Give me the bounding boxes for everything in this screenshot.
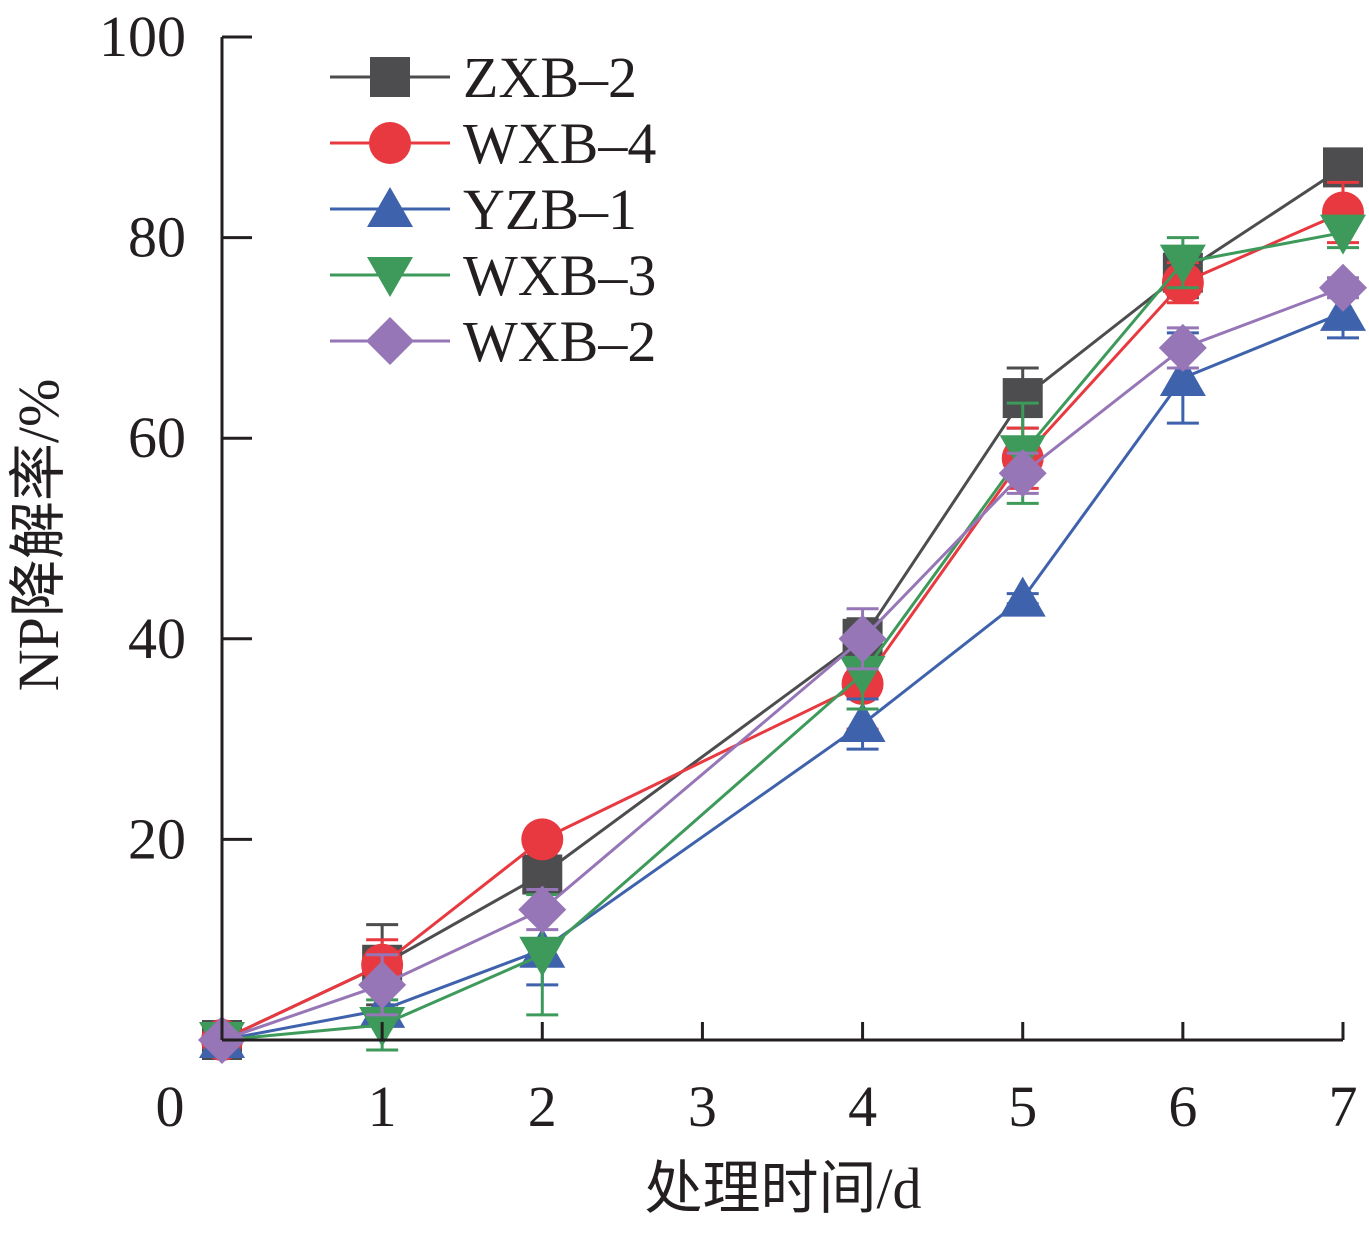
- legend-item: WXB–3: [330, 243, 656, 308]
- legend-item: WXB–2: [330, 309, 656, 374]
- x-tick-label: 7: [1329, 1074, 1358, 1139]
- x-tick-label: 2: [528, 1074, 557, 1139]
- legend-marker: [369, 122, 411, 164]
- legend-label: YZB–1: [463, 177, 637, 242]
- axes-layer: 20 40 60 80 100 0 1 2 3 4 5 6 7: [99, 4, 1358, 1139]
- x-tick-label: 5: [1008, 1074, 1037, 1139]
- y-tick-label: 100: [99, 4, 186, 69]
- data-point: [358, 960, 407, 1009]
- legend-item: YZB–1: [330, 177, 637, 242]
- x-tick-label: 0: [156, 1074, 185, 1139]
- data-point: [1319, 263, 1367, 312]
- y-axis-title: NP降解率/%: [6, 379, 71, 692]
- data-point: [1323, 147, 1363, 188]
- legend-label: ZXB–2: [463, 45, 637, 110]
- y-tick-label: 40: [128, 606, 186, 671]
- data-point: [1320, 214, 1366, 255]
- x-axis-title: 处理时间/d: [644, 1156, 921, 1221]
- series-layer: [198, 147, 1367, 1064]
- y-tick-label: 60: [128, 405, 186, 470]
- data-point: [999, 576, 1046, 617]
- legend-marker: [367, 257, 413, 297]
- legend-label: WXB–3: [463, 243, 656, 308]
- legend-marker: [366, 317, 414, 365]
- series-2: [199, 286, 1366, 1058]
- data-point: [838, 614, 887, 663]
- x-tick-label: 3: [688, 1074, 717, 1139]
- y-tick-label: 80: [128, 205, 186, 270]
- series-4: [198, 263, 1367, 1064]
- data-point: [1159, 244, 1206, 285]
- data-point: [521, 818, 564, 861]
- series-line: [221, 286, 1344, 1042]
- series-1: [201, 180, 1364, 1061]
- data-point: [998, 449, 1047, 498]
- y-tick-label: 20: [128, 806, 186, 871]
- data-point: [839, 655, 886, 696]
- legend-label: WXB–4: [463, 111, 656, 176]
- data-point: [518, 885, 567, 934]
- x-tick-label: 6: [1168, 1074, 1197, 1139]
- data-point: [839, 702, 886, 743]
- legend-marker: [367, 187, 413, 227]
- data-point: [1159, 356, 1206, 397]
- legend-marker: [370, 57, 410, 97]
- data-point: [1158, 323, 1207, 372]
- x-tick-label: 1: [368, 1074, 397, 1139]
- data-point: [519, 936, 566, 977]
- x-tick-label: 4: [848, 1074, 877, 1139]
- legend-item: ZXB–2: [330, 45, 637, 110]
- legend-item: WXB–4: [330, 111, 656, 176]
- legend-label: WXB–2: [463, 309, 656, 374]
